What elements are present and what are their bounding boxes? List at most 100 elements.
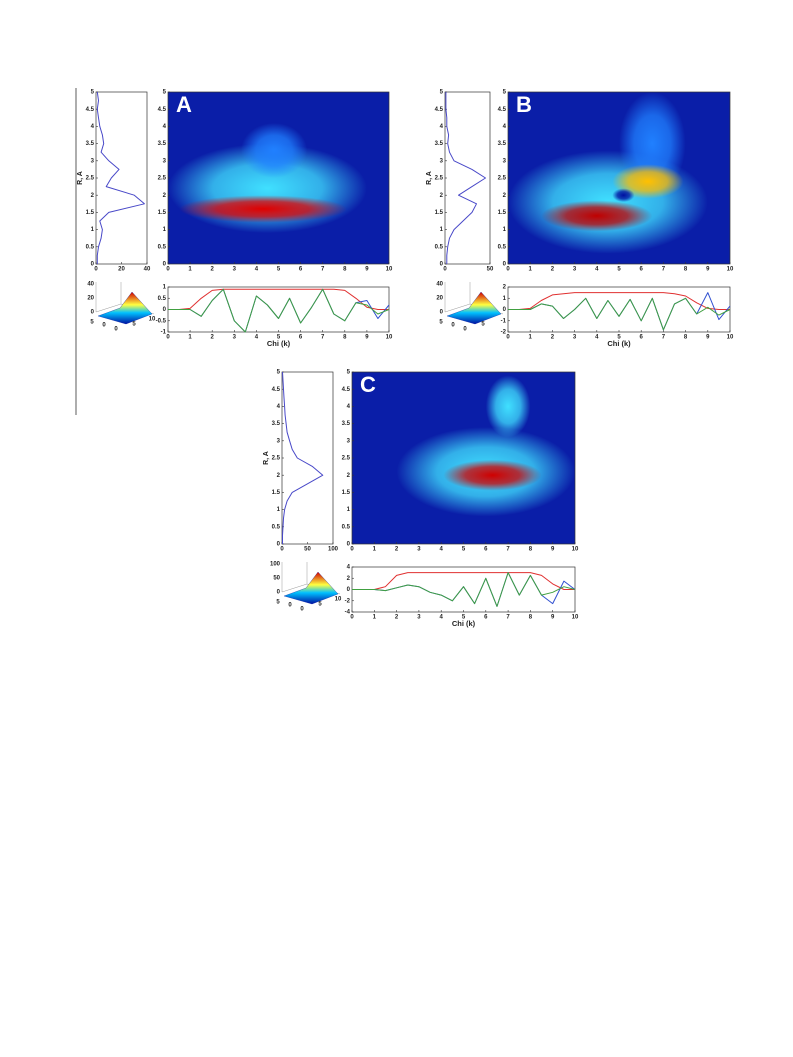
- y-tick-label: 4.5: [498, 107, 507, 113]
- x-tick-label: 4: [440, 615, 444, 621]
- y-tick-label: -1: [161, 330, 167, 336]
- z-tick-label: 0: [440, 310, 444, 316]
- x-axis-label: Chi (k): [607, 339, 631, 348]
- x-tick-label: 5: [277, 267, 281, 273]
- x-tick-label: 0: [506, 335, 510, 341]
- y-tick-label: 3: [91, 158, 95, 164]
- y-tick-label: 4.5: [158, 107, 167, 113]
- y-tick-label: 5: [481, 322, 485, 328]
- x-tick-label: 5: [439, 320, 443, 326]
- y-tick-label: 2.5: [342, 456, 351, 462]
- x-tick-label: 2: [395, 615, 399, 621]
- x-tick-label: 8: [343, 335, 347, 341]
- x-tick-label: 6: [299, 335, 303, 341]
- y-tick-label: 0.5: [435, 244, 444, 250]
- x-tick-label: 4: [595, 267, 599, 273]
- x-tick-label: 9: [365, 335, 369, 341]
- x-tick-label: 4: [595, 335, 599, 341]
- x-tick-label: 10: [727, 335, 734, 341]
- z-tick-label: 50: [273, 576, 280, 582]
- x-tick-label: 6: [484, 615, 488, 621]
- x-tick-label: 3: [233, 335, 237, 341]
- contour-field: [168, 122, 367, 234]
- y-tick-label: 4: [91, 124, 95, 130]
- contour-field: [508, 92, 708, 254]
- data-line: [168, 288, 389, 310]
- y-tick-label: 0.5: [342, 524, 351, 530]
- y-axis-label: R, A: [426, 171, 433, 185]
- panel-label: C: [360, 372, 376, 397]
- surface: [97, 291, 153, 325]
- y-tick-label: 0: [114, 327, 118, 333]
- plot-frame: [281, 371, 334, 545]
- y-tick-label: 0.5: [272, 524, 281, 530]
- y-tick-label: 4: [347, 565, 351, 571]
- y-tick-label: 0: [463, 327, 467, 333]
- y-tick-label: 5: [503, 90, 507, 96]
- x-axis-label: Chi (k): [452, 619, 476, 628]
- z-tick-label: 20: [87, 296, 94, 302]
- y-tick-label: 2: [347, 576, 351, 582]
- x-tick-label: 1: [373, 547, 377, 553]
- x-tick-label: 20: [118, 267, 125, 273]
- x-tick-label: 8: [684, 267, 688, 273]
- y-tick-label: 1.5: [342, 490, 351, 496]
- y-tick-label: 0.5: [158, 296, 167, 302]
- x-tick-label: 9: [706, 335, 710, 341]
- y-tick-label: 3: [163, 158, 167, 164]
- x-tick-label: 40: [144, 267, 151, 273]
- y-tick-label: 4.5: [86, 107, 95, 113]
- x-tick-label: 0: [506, 267, 510, 273]
- plot-frame: [167, 286, 390, 333]
- y-tick-label: 4: [440, 124, 444, 130]
- y-tick-label: 0: [163, 262, 167, 268]
- x-tick-label: 7: [506, 547, 510, 553]
- y-tick-label: 1.5: [435, 210, 444, 216]
- x-tick-label: 5: [276, 600, 280, 606]
- x-tick-label: 7: [662, 267, 666, 273]
- contour-peak: [240, 122, 308, 178]
- x-tick-label: 9: [365, 267, 369, 273]
- x-tick-label: 3: [233, 267, 237, 273]
- x-tick-label: 0: [280, 547, 284, 553]
- y-axis-label: R, A: [77, 171, 84, 185]
- data-line: [168, 288, 390, 333]
- y-tick-label: 1.5: [272, 490, 281, 496]
- y-tick-label: 4.5: [435, 107, 444, 113]
- x-tick-label: 7: [321, 335, 325, 341]
- data-line: [168, 288, 390, 333]
- y-tick-label: 10: [149, 317, 156, 323]
- y-tick-label: 0: [300, 607, 304, 613]
- x-tick-label: 50: [304, 547, 311, 553]
- y-tick-label: 1: [163, 285, 167, 291]
- y-tick-label: 1: [91, 227, 95, 233]
- x-tick-label: 3: [417, 615, 421, 621]
- data-line: [508, 292, 731, 331]
- y-tick-label: 5: [163, 90, 167, 96]
- plot-frame: [351, 566, 576, 613]
- y-tick-label: 0: [163, 307, 167, 313]
- y-tick-label: 4: [503, 124, 507, 130]
- x-tick-label: 6: [640, 335, 644, 341]
- data-line: [352, 572, 576, 607]
- z-tick-label: 100: [270, 562, 281, 568]
- x-tick-label: 50: [487, 267, 494, 273]
- data-line: [352, 572, 576, 607]
- y-tick-label: 3.5: [498, 141, 507, 147]
- x-tick-label: 6: [640, 267, 644, 273]
- x-tick-label: 4: [440, 547, 444, 553]
- x-tick-label: 0: [288, 603, 292, 609]
- x-tick-label: 5: [462, 547, 466, 553]
- surface: [446, 291, 502, 325]
- z-tick-label: 40: [436, 282, 443, 288]
- y-tick-label: 3.5: [342, 421, 351, 427]
- x-tick-label: 3: [573, 267, 577, 273]
- y-tick-label: 2.5: [272, 456, 281, 462]
- x-tick-label: 2: [211, 335, 215, 341]
- x-tick-label: 8: [529, 547, 533, 553]
- y-tick-label: 4: [347, 404, 351, 410]
- x-tick-label: 7: [506, 615, 510, 621]
- y-tick-label: 2: [277, 473, 281, 479]
- x-tick-label: 0: [94, 267, 98, 273]
- z-tick-label: 20: [436, 296, 443, 302]
